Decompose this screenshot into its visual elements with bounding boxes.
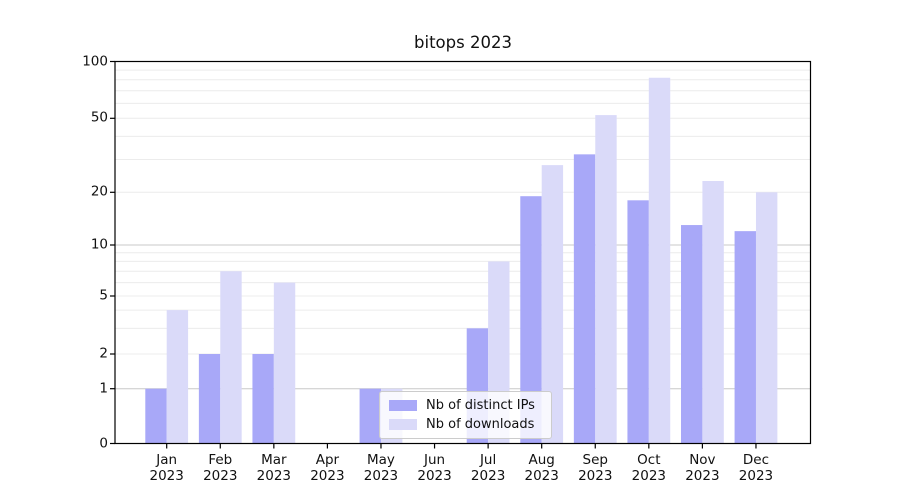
bar-downloads-Mar <box>273 282 296 444</box>
chart-title: bitops 2023 <box>414 33 512 52</box>
x-tick-label-Jan: Jan 2023 <box>135 452 199 484</box>
legend-swatch-distinct-ips <box>389 400 417 411</box>
bar-distinct-ips-May <box>359 388 381 444</box>
y-tick-label-50: 50 <box>90 109 108 126</box>
legend: Nb of distinct IPs Nb of downloads <box>379 391 552 439</box>
legend-item-distinct-ips: Nb of distinct IPs <box>389 397 542 414</box>
y-tick-label-2: 2 <box>99 345 108 362</box>
bar-distinct-ips-Feb <box>198 354 221 444</box>
x-tick-label-Sep: Sep 2023 <box>563 452 627 484</box>
x-tick-label-Feb: Feb 2023 <box>188 452 252 484</box>
bar-distinct-ips-Nov <box>681 225 703 444</box>
legend-item-downloads: Nb of downloads <box>389 416 542 433</box>
bar-distinct-ips-Jan <box>145 388 167 444</box>
bar-downloads-Sep <box>595 115 617 444</box>
x-tick-label-year: 2023 <box>738 468 774 484</box>
x-tick-label-Jul: Jul 2023 <box>456 452 520 484</box>
bar-downloads-Nov <box>702 181 724 444</box>
legend-label-downloads: Nb of downloads <box>426 417 535 432</box>
y-tick-label-5: 5 <box>99 287 108 304</box>
plot-border <box>114 60 812 445</box>
bar-distinct-ips-Oct <box>627 200 649 444</box>
bar-downloads-Dec <box>755 192 778 444</box>
x-tick-label-year: 2023 <box>524 468 559 484</box>
legend-swatch-downloads <box>389 419 417 430</box>
x-tick-label-Oct: Oct 2023 <box>617 452 681 484</box>
bar-downloads-Feb <box>220 271 242 444</box>
x-tick-label-year: 2023 <box>470 468 506 484</box>
x-tick-label-May: May 2023 <box>349 452 413 484</box>
x-tick-label-year: 2023 <box>149 468 184 484</box>
bar-distinct-ips-Aug <box>520 196 542 444</box>
x-tick-label-Nov: Nov 2023 <box>670 452 734 484</box>
x-tick-label-year: 2023 <box>417 468 452 484</box>
x-tick-label-year: 2023 <box>631 468 666 484</box>
x-tick-label-Jun: Jun 2023 <box>403 452 467 484</box>
y-tick-label-1: 1 <box>99 379 108 396</box>
bar-downloads-Oct <box>648 77 671 444</box>
x-tick-label-year: 2023 <box>310 468 345 484</box>
legend-label-distinct-ips: Nb of distinct IPs <box>426 398 535 413</box>
x-tick-label-year: 2023 <box>685 468 720 484</box>
bar-downloads-Aug <box>541 165 564 444</box>
x-tick-label-Mar: Mar 2023 <box>242 452 306 484</box>
bar-downloads-Jan <box>166 310 189 444</box>
y-tick-label-10: 10 <box>90 236 108 253</box>
x-tick-label-Dec: Dec 2023 <box>724 452 788 484</box>
x-tick-label-year: 2023 <box>256 468 291 484</box>
y-tick-label-0: 0 <box>99 434 108 451</box>
x-tick-label-Aug: Aug 2023 <box>510 452 574 484</box>
bar-distinct-ips-Mar <box>252 354 274 444</box>
y-tick-label-20: 20 <box>90 183 108 200</box>
x-tick-label-year: 2023 <box>203 468 238 484</box>
bar-distinct-ips-Dec <box>734 231 756 444</box>
x-tick-label-year: 2023 <box>363 468 399 484</box>
x-tick-label-Apr: Apr 2023 <box>295 452 359 484</box>
bar-distinct-ips-Sep <box>573 154 596 444</box>
y-tick-label-100: 100 <box>82 52 108 69</box>
x-tick-label-year: 2023 <box>578 468 613 484</box>
